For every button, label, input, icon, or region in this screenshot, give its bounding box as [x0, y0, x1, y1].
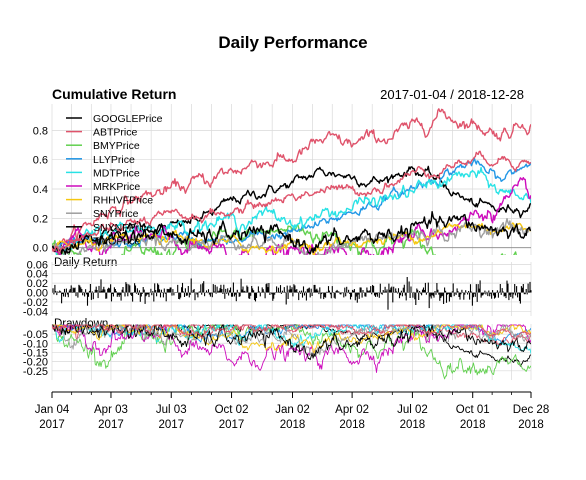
panel-title-cumulative: Cumulative Return: [52, 86, 176, 102]
x-tick-label-month: Jan 04: [35, 404, 70, 416]
x-tick-label-month: Apr 02: [335, 404, 369, 416]
series-line-bmyprice: [52, 223, 517, 255]
x-tick-label-year: 2018: [518, 419, 544, 431]
legend-label-googleprice: GOOGLEPrice: [93, 113, 163, 125]
legend-label-rhhvfprice: RHHVFPrice: [93, 195, 153, 207]
legend-label-snynfprice: SNYNFPrice: [93, 222, 153, 234]
series-line-mdtprice: [52, 166, 531, 255]
x-tick-label-year: 2018: [400, 419, 426, 431]
series-line-llyprice: [52, 157, 531, 251]
series-line-googleprice: [52, 165, 531, 251]
drawdown-y-tick-label: -0.10: [23, 338, 48, 350]
daily-return-bars: [52, 277, 532, 310]
drawdown-line-tmoprice: [52, 324, 531, 341]
series-line-tmoprice: [52, 150, 531, 254]
x-tick-label-month: Dec 28: [513, 404, 549, 416]
drawdown-y-tick-label: -0.25: [23, 366, 48, 378]
x-tick-label-month: Oct 01: [456, 404, 490, 416]
daily-y-tick-label: 0.00: [27, 288, 48, 300]
x-tick-label-month: Jul 02: [397, 404, 428, 416]
legend-label-llyprice: LLYPrice: [93, 154, 135, 166]
daily-y-tick-label: -0.04: [23, 306, 48, 318]
x-tick-label-month: Apr 03: [94, 404, 128, 416]
x-tick-label-year: 2018: [339, 419, 365, 431]
series-line-snynfprice: [52, 211, 531, 255]
cumulative-y-tick-label: 0.2: [33, 213, 48, 225]
x-tick-label-month: Jul 03: [156, 404, 187, 416]
legend-label-mrkprice: MRKPrice: [93, 181, 140, 193]
drawdown-y-tick-label: -0.05: [23, 329, 48, 341]
x-tick-label-month: Jan 02: [275, 404, 310, 416]
x-tick-label-year: 2017: [158, 419, 184, 431]
drawdown-line-mdtprice: [52, 324, 531, 354]
x-tick-label-month: Oct 02: [215, 404, 249, 416]
drawdown-line-snynfprice: [52, 324, 531, 361]
drawdown-series-group: [52, 324, 531, 380]
drawdown-line-snyprice: [52, 324, 531, 357]
cumulative-series-group: [52, 108, 531, 255]
x-tick-label-year: 2017: [219, 419, 245, 431]
x-tick-label-year: 2017: [39, 419, 65, 431]
daily-y-tick-label: 0.02: [27, 278, 48, 290]
series-line-abtprice: [52, 108, 531, 253]
cumulative-y-tick-label: 0.0: [33, 243, 48, 255]
daily-y-tick-label: -0.02: [23, 297, 48, 309]
cumulative-y-tick-label: 0.4: [33, 184, 48, 196]
legend-label-bmyprice: BMYPrice: [93, 140, 140, 152]
drawdown-y-tick-label: -0.20: [23, 357, 48, 369]
legend-label-snyprice: SNYPrice: [93, 208, 139, 220]
cumulative-y-tick-label: 0.8: [33, 125, 48, 137]
chart-title: Daily Performance: [218, 33, 367, 52]
daily-y-tick-label: 0.06: [27, 259, 48, 271]
x-tick-label-year: 2018: [460, 419, 486, 431]
drawdown-y-tick-label: -0.15: [23, 347, 48, 359]
panel-title-daily: Daily Return: [54, 257, 117, 269]
legend-label-mdtprice: MDTPrice: [93, 167, 140, 179]
x-tick-label-year: 2017: [98, 419, 124, 431]
legend-label-abtprice: ABTPrice: [93, 127, 138, 139]
daily-y-tick-label: 0.04: [27, 269, 48, 281]
legend-label-tmoprice: TMOPrice: [93, 235, 140, 247]
cumulative-y-tick-label: 0.6: [33, 155, 48, 167]
x-tick-label-year: 2018: [280, 419, 306, 431]
date-range-label: 2017-01-04 / 2018-12-28: [380, 87, 524, 102]
